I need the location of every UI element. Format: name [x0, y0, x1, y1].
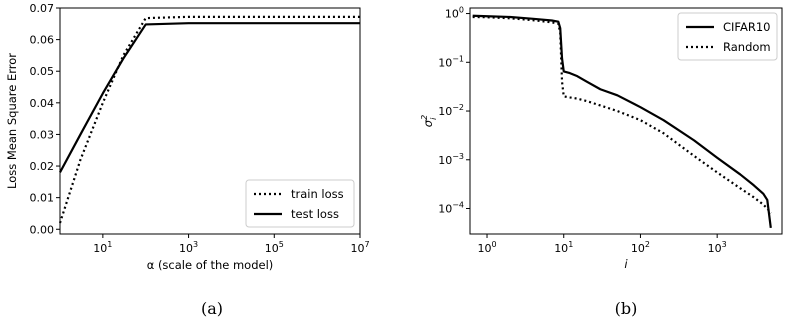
a-y-tick-label-5: 0.05 — [30, 65, 55, 78]
a-y-tick-label-3: 0.03 — [30, 128, 55, 141]
b-x-tick-base-2: 10 — [631, 242, 645, 255]
a-x-tick-label-3: 107 — [350, 240, 369, 255]
a-x-tick-label-0: 101 — [93, 240, 112, 255]
panel-b-legend-random-label: Random — [723, 40, 771, 54]
panel-b-legend: CIFAR10 Random — [677, 12, 778, 61]
b-y-tick-label-1: 10−1 — [438, 54, 464, 69]
panel-a-series-group — [58, 15, 360, 224]
b-x-tick-label-1: 101 — [554, 240, 573, 255]
b-y-tick-base-3: 10 — [438, 154, 452, 167]
a-x-tick-exp-0: 1 — [107, 240, 112, 249]
b-y-tick-exp-2: −2 — [452, 103, 464, 112]
a-x-tick-label-1: 103 — [179, 240, 198, 255]
panel-b-caption: (b) — [615, 299, 638, 318]
a-x-tick-label-2: 105 — [265, 240, 284, 255]
panel-a-plot-frame — [59, 7, 361, 235]
b-x-tick-base-0: 10 — [477, 242, 491, 255]
panel-b-y-axis-label: σ2i — [420, 115, 438, 127]
b-x-tick-exp-1: 1 — [568, 240, 573, 249]
b-y-tick-label-4: 10−4 — [438, 201, 464, 216]
panel-b-y-axis-symbol: σ — [421, 119, 435, 127]
panel-a-x-axis-label: α (scale of the model) — [147, 258, 274, 272]
b-x-tick-exp-2: 2 — [645, 240, 650, 249]
b-x-tick-exp-0: 0 — [491, 240, 496, 249]
panel-b-series-group — [472, 14, 772, 229]
panel-b-legend-box — [677, 12, 778, 61]
a-y-tick-label-0: 0.00 — [30, 223, 55, 236]
b-y-tick-exp-3: −3 — [452, 152, 464, 161]
b-y-tick-exp-4: −4 — [452, 201, 464, 210]
panel-a-legend-box — [245, 179, 355, 228]
b-y-tick-label-0: 100 — [445, 6, 464, 21]
panel-a-legend-test-label: test loss — [291, 207, 339, 221]
a-y-tick-label-6: 0.06 — [30, 34, 55, 47]
b-y-tick-base-1: 10 — [438, 56, 452, 69]
a-x-tick-exp-3: 7 — [364, 240, 369, 249]
a-x-tick-base-3: 10 — [350, 242, 364, 255]
b-x-tick-label-0: 100 — [477, 240, 496, 255]
a-x-tick-base-1: 10 — [179, 242, 193, 255]
b-y-tick-label-3: 10−3 — [438, 152, 464, 167]
a-x-tick-base-2: 10 — [265, 242, 279, 255]
panel-b-x-axis-label: i — [624, 257, 628, 271]
panel-b-plot-frame — [469, 7, 783, 235]
panel-a-x-ticks: 101 103 105 107 — [93, 234, 370, 255]
b-y-tick-exp-0: 0 — [459, 6, 464, 15]
a-series-test-loss-line — [59, 22, 360, 173]
panel-a-y-axis-label: Loss Mean Square Error — [5, 53, 19, 189]
a-x-tick-exp-2: 5 — [279, 240, 284, 249]
panel-b-x-ticks: 100 101 102 103 — [477, 234, 727, 255]
a-x-tick-exp-1: 3 — [193, 240, 198, 249]
panel-a-caption: (a) — [201, 299, 223, 318]
panel-a-legend: train loss test loss — [245, 179, 355, 228]
b-x-tick-base-3: 10 — [708, 242, 722, 255]
panel-a-loss-chart: 0.000.010.020.030.040.050.060.07 101 103 1… — [5, 2, 370, 318]
panel-b-legend-cifar10-label: CIFAR10 — [723, 20, 770, 34]
a-x-tick-base-0: 10 — [93, 242, 107, 255]
b-x-tick-label-3: 103 — [708, 240, 727, 255]
b-x-tick-base-1: 10 — [554, 242, 568, 255]
b-series-cifar10-line — [472, 14, 772, 229]
panel-b-y-axis-subscript: i — [429, 117, 438, 120]
b-y-tick-base-2: 10 — [438, 105, 452, 118]
b-series-random-line — [472, 15, 772, 214]
b-x-tick-exp-3: 3 — [722, 240, 727, 249]
a-y-tick-label-7: 0.07 — [30, 2, 55, 15]
a-y-tick-label-1: 0.01 — [30, 192, 55, 205]
b-y-tick-base-0: 10 — [445, 8, 459, 21]
panel-a-y-ticks: 0.00 0.01 0.02 0.03 0.04 0.05 0.06 0.07 — [30, 2, 60, 236]
panel-b-y-axis-superscript: 2 — [420, 115, 429, 120]
b-y-tick-base-4: 10 — [438, 203, 452, 216]
a-y-tick-label-2: 0.02 — [30, 160, 55, 173]
b-y-tick-label-2: 10−2 — [438, 103, 464, 118]
b-y-tick-exp-1: −1 — [452, 54, 464, 63]
a-y-tick-label-4: 0.04 — [30, 97, 55, 110]
b-x-tick-label-2: 102 — [631, 240, 650, 255]
panel-a-legend-train-label: train loss — [291, 187, 344, 201]
